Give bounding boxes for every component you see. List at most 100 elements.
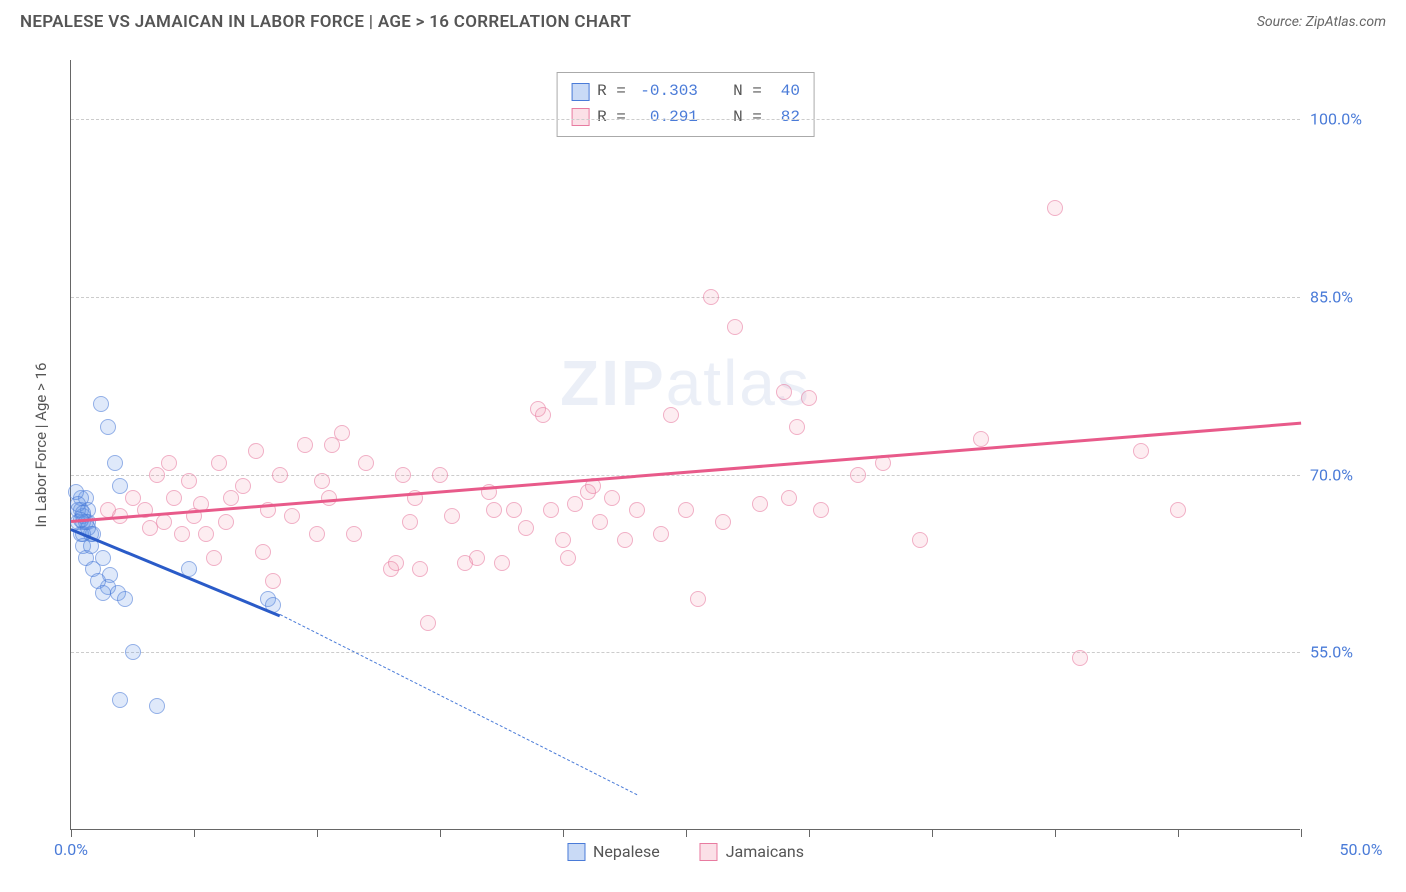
legend-stats: R =-0.303 N =40R =0.291 N =82 bbox=[556, 72, 815, 137]
data-point-nepalese bbox=[117, 591, 133, 607]
data-point-jamaican bbox=[850, 467, 866, 483]
data-point-jamaican bbox=[412, 561, 428, 577]
legend-series-label: Jamaicans bbox=[726, 842, 804, 861]
data-point-jamaican bbox=[444, 508, 460, 524]
trend-line-dashed bbox=[280, 614, 637, 795]
gridline bbox=[71, 119, 1300, 120]
x-tick-mark bbox=[1055, 829, 1056, 837]
legend-swatch bbox=[571, 83, 589, 101]
data-point-jamaican bbox=[813, 502, 829, 518]
data-point-jamaican bbox=[206, 550, 222, 566]
x-tick-mark bbox=[932, 829, 933, 837]
data-point-jamaican bbox=[789, 419, 805, 435]
data-point-jamaican bbox=[149, 467, 165, 483]
data-point-jamaican bbox=[678, 502, 694, 518]
x-tick-mark bbox=[809, 829, 810, 837]
data-point-jamaican bbox=[297, 437, 313, 453]
y-tick-label: 85.0% bbox=[1310, 287, 1385, 306]
data-point-jamaican bbox=[284, 508, 300, 524]
data-point-jamaican bbox=[218, 514, 234, 530]
y-tick-label: 55.0% bbox=[1310, 643, 1385, 662]
x-tick-mark bbox=[71, 829, 72, 837]
data-point-jamaican bbox=[752, 496, 768, 512]
data-point-jamaican bbox=[715, 514, 731, 530]
chart-source: Source: ZipAtlas.com bbox=[1257, 14, 1386, 30]
legend-r-label: R = bbox=[597, 105, 626, 131]
data-point-jamaican bbox=[174, 526, 190, 542]
data-point-jamaican bbox=[1072, 650, 1088, 666]
data-point-jamaican bbox=[1133, 443, 1149, 459]
data-point-nepalese bbox=[112, 478, 128, 494]
x-tick-mark bbox=[194, 829, 195, 837]
data-point-jamaican bbox=[142, 520, 158, 536]
legend-r-value: 0.291 bbox=[634, 105, 698, 131]
data-point-jamaican bbox=[156, 514, 172, 530]
data-point-jamaican bbox=[567, 496, 583, 512]
data-point-jamaican bbox=[486, 502, 502, 518]
y-tick-label: 70.0% bbox=[1310, 465, 1385, 484]
data-point-nepalese bbox=[107, 455, 123, 471]
data-point-jamaican bbox=[181, 473, 197, 489]
data-point-jamaican bbox=[727, 319, 743, 335]
x-tick-mark bbox=[1178, 829, 1179, 837]
data-point-nepalese bbox=[149, 698, 165, 714]
gridline bbox=[71, 297, 1300, 298]
legend-r-label: R = bbox=[597, 79, 626, 105]
data-point-jamaican bbox=[653, 526, 669, 542]
legend-series-label: Nepalese bbox=[593, 842, 660, 861]
data-point-jamaican bbox=[265, 573, 281, 589]
x-tick-mark bbox=[317, 829, 318, 837]
data-point-jamaican bbox=[314, 473, 330, 489]
data-point-jamaican bbox=[663, 407, 679, 423]
data-point-jamaican bbox=[973, 431, 989, 447]
legend-stat-row: R =-0.303 N =40 bbox=[571, 79, 800, 105]
data-point-jamaican bbox=[617, 532, 633, 548]
data-point-jamaican bbox=[248, 443, 264, 459]
data-point-jamaican bbox=[555, 532, 571, 548]
y-tick-label: 100.0% bbox=[1310, 110, 1385, 129]
data-point-nepalese bbox=[93, 396, 109, 412]
legend-stat-row: R =0.291 N =82 bbox=[571, 105, 800, 131]
data-point-jamaican bbox=[346, 526, 362, 542]
data-point-jamaican bbox=[235, 478, 251, 494]
data-point-jamaican bbox=[912, 532, 928, 548]
x-tick-mark bbox=[1301, 829, 1302, 837]
data-point-nepalese bbox=[95, 585, 111, 601]
chart-title: NEPALESE VS JAMAICAN IN LABOR FORCE | AG… bbox=[20, 12, 631, 32]
data-point-jamaican bbox=[211, 455, 227, 471]
legend-n-label: N = bbox=[733, 79, 762, 105]
plot-area: In Labor Force | Age > 16 ZIPatlas R =-0… bbox=[70, 60, 1300, 830]
data-point-jamaican bbox=[518, 520, 534, 536]
data-point-jamaican bbox=[535, 407, 551, 423]
data-point-jamaican bbox=[1170, 502, 1186, 518]
data-point-nepalese bbox=[112, 692, 128, 708]
data-point-jamaican bbox=[309, 526, 325, 542]
y-axis-label: In Labor Force | Age > 16 bbox=[32, 362, 50, 527]
data-point-jamaican bbox=[592, 514, 608, 530]
gridline bbox=[71, 475, 1300, 476]
data-point-jamaican bbox=[801, 390, 817, 406]
data-point-jamaican bbox=[388, 555, 404, 571]
data-point-jamaican bbox=[223, 490, 239, 506]
data-point-jamaican bbox=[402, 514, 418, 530]
legend-series: Nepalese Jamaicans bbox=[567, 842, 804, 861]
legend-series-item: Nepalese bbox=[567, 842, 660, 861]
x-tick-mark bbox=[563, 829, 564, 837]
data-point-jamaican bbox=[334, 425, 350, 441]
data-point-jamaican bbox=[604, 490, 620, 506]
legend-r-value: -0.303 bbox=[634, 79, 698, 105]
watermark-light: atlas bbox=[666, 347, 811, 419]
data-point-nepalese bbox=[125, 644, 141, 660]
data-point-jamaican bbox=[420, 615, 436, 631]
data-point-jamaican bbox=[161, 455, 177, 471]
data-point-jamaican bbox=[198, 526, 214, 542]
legend-n-label: N = bbox=[733, 105, 762, 131]
data-point-jamaican bbox=[395, 467, 411, 483]
data-point-jamaican bbox=[506, 502, 522, 518]
watermark-bold: ZIP bbox=[560, 347, 666, 419]
watermark: ZIPatlas bbox=[560, 346, 811, 420]
data-point-jamaican bbox=[432, 467, 448, 483]
data-point-jamaican bbox=[1047, 200, 1063, 216]
data-point-nepalese bbox=[100, 419, 116, 435]
chart-container: In Labor Force | Age > 16 ZIPatlas R = -0… bbox=[20, 50, 1386, 880]
